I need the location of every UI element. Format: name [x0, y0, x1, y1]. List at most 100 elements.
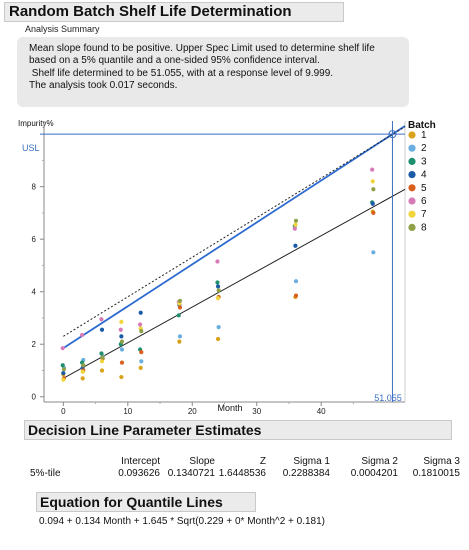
data-point-batch-1[interactable] — [119, 374, 124, 380]
table-column-header: Sigma 1 — [293, 456, 330, 467]
x-tick-label: 20 — [188, 407, 197, 416]
data-point-batch-3[interactable] — [60, 363, 65, 368]
data-point-batch-2[interactable] — [139, 359, 144, 364]
data-point-batch-6[interactable] — [60, 346, 65, 351]
data-point-batch-6[interactable] — [99, 317, 104, 322]
data-point-batch-2[interactable] — [119, 347, 125, 352]
data-point-batch-8[interactable] — [81, 363, 86, 368]
y-tick-label: 0 — [32, 393, 37, 402]
table-cell: 0.0004201 — [350, 468, 398, 479]
data-point-batch-8[interactable] — [371, 187, 376, 192]
crosshair-marker[interactable] — [388, 130, 397, 139]
legend-marker-batch-5[interactable] — [408, 184, 416, 192]
report-title[interactable]: Random Batch Shelf Life Determination — [4, 2, 344, 22]
legend-label-batch-2[interactable]: 2 — [421, 143, 427, 154]
legend-marker-batch-4[interactable] — [408, 171, 416, 179]
table-cell: 1.6448536 — [218, 468, 266, 479]
data-point-batch-2[interactable] — [177, 334, 183, 339]
summary-line: based on a 5% quantile and a one-sided 9… — [29, 55, 320, 67]
data-point-batch-1[interactable] — [215, 336, 221, 342]
data-point-batch-5[interactable] — [119, 360, 125, 365]
data-point-batch-8[interactable] — [139, 328, 144, 334]
data-point-batch-6[interactable] — [292, 226, 297, 231]
table-cell: 0.1810015 — [412, 468, 460, 479]
y-tick-label: 8 — [32, 183, 37, 192]
data-point-batch-8[interactable] — [177, 298, 183, 303]
data-point-batch-6[interactable] — [137, 322, 143, 327]
data-point-batch-4[interactable] — [293, 243, 298, 248]
table-cell: 0.1340721 — [167, 468, 215, 479]
legend-marker-batch-7[interactable] — [408, 210, 416, 218]
y-tick-label: 6 — [32, 235, 37, 244]
data-point-batch-5[interactable] — [177, 305, 183, 310]
shelf-life-label: 51.055 — [374, 393, 402, 403]
data-point-batch-4[interactable] — [99, 327, 105, 332]
legend-label-batch-3[interactable]: 3 — [421, 156, 427, 167]
data-point-batch-1[interactable] — [138, 365, 143, 370]
data-point-batch-8[interactable] — [119, 339, 125, 344]
data-point-batch-7[interactable] — [293, 222, 298, 227]
table-cell: 0.093626 — [118, 468, 160, 479]
data-point-batch-4[interactable] — [370, 201, 375, 206]
data-point-batch-5[interactable] — [293, 293, 299, 298]
data-point-batch-5[interactable] — [371, 210, 376, 216]
data-point-batch-1[interactable] — [99, 368, 105, 373]
data-point-batch-6[interactable] — [79, 332, 85, 338]
table-column-header: Sigma 2 — [361, 456, 398, 467]
data-point-batch-6[interactable] — [215, 259, 220, 264]
data-point-batch-7[interactable] — [99, 359, 105, 364]
data-point-batch-7[interactable] — [215, 296, 221, 301]
data-point-batch-8[interactable] — [216, 288, 221, 293]
table-cell: 0.2288384 — [282, 468, 330, 479]
data-point-batch-8[interactable] — [100, 355, 105, 360]
legend-marker-batch-3[interactable] — [408, 157, 416, 165]
y-axis-label: Impurity% — [18, 119, 54, 128]
legend-label-batch-5[interactable]: 5 — [421, 183, 427, 194]
x-tick-label: 0 — [61, 407, 66, 416]
data-point-batch-8[interactable] — [61, 367, 67, 372]
data-point-batch-2[interactable] — [216, 325, 221, 330]
decision-line-heading[interactable]: Decision Line Parameter Estimates — [24, 420, 452, 440]
data-point-batch-6[interactable] — [370, 167, 375, 172]
upper-line — [62, 125, 406, 349]
data-point-batch-8[interactable] — [293, 218, 299, 223]
data-point-batch-4[interactable] — [61, 371, 66, 376]
legend-marker-batch-8[interactable] — [408, 223, 416, 231]
data-point-batch-3[interactable] — [176, 313, 181, 318]
shelf-life-chart[interactable]: Impurity% Month USL 51.055 Batch 0 2 4 6 8 0 1… — [0, 0, 469, 420]
data-point-batch-7[interactable] — [80, 369, 85, 374]
data-point-batch-2[interactable] — [293, 279, 299, 284]
analysis-summary-box: Mean slope found to be positive. Upper S… — [17, 37, 409, 107]
legend-label-batch-4[interactable]: 4 — [421, 170, 427, 181]
analysis-summary-heading[interactable]: Analysis Summary — [25, 24, 100, 34]
data-point-batch-7[interactable] — [370, 179, 375, 184]
legend-marker-batch-6[interactable] — [408, 197, 416, 205]
summary-line: The analysis took 0.017 seconds. — [29, 80, 178, 92]
legend-label-batch-6[interactable]: 6 — [421, 196, 427, 207]
data-point-batch-3[interactable] — [99, 351, 104, 356]
data-point-batch-7[interactable] — [61, 377, 66, 382]
data-point-batch-7[interactable] — [119, 319, 124, 325]
x-tick-label: 40 — [317, 407, 326, 416]
equation-text: 0.094 + 0.134 Month + 1.645 * Sqrt(0.229… — [39, 516, 326, 527]
data-point-batch-4[interactable] — [138, 310, 143, 315]
legend-marker-batch-1[interactable] — [408, 131, 416, 139]
legend-label-batch-1[interactable]: 1 — [421, 130, 427, 141]
data-point-batch-1[interactable] — [80, 376, 85, 381]
x-axis-label: Month — [217, 403, 242, 413]
data-point-batch-4[interactable] — [119, 334, 124, 339]
summary-line: Shelf life determined to be 51.055, with… — [29, 67, 334, 79]
data-point-batch-1[interactable] — [177, 339, 182, 344]
legend-label-batch-7[interactable]: 7 — [421, 209, 427, 220]
table-row-label: 5%-tile — [30, 468, 61, 479]
legend-marker-batch-2[interactable] — [408, 144, 416, 152]
data-point-batch-6[interactable] — [118, 327, 123, 332]
equation-heading[interactable]: Equation for Quantile Lines — [36, 492, 256, 512]
confidence-line — [63, 126, 406, 337]
table-column-header: Slope — [189, 456, 215, 467]
data-point-batch-2[interactable] — [371, 250, 376, 255]
legend-label-batch-8[interactable]: 8 — [421, 222, 427, 233]
data-point-batch-3[interactable] — [215, 280, 220, 285]
data-point-batch-5[interactable] — [139, 350, 144, 355]
data-point-batch-4[interactable] — [215, 284, 221, 289]
